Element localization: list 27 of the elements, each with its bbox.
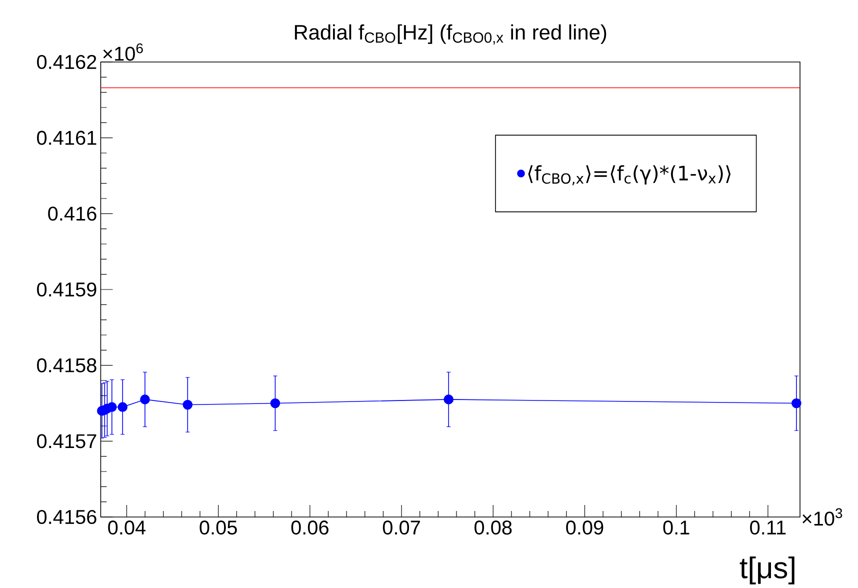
point	[792, 398, 802, 408]
x-axis-title: t[μs]	[740, 556, 794, 585]
y-tick-label: 0.4158	[37, 358, 96, 373]
x-tick-label: 0.09	[566, 520, 604, 535]
x-tick-label: 0.1	[663, 520, 690, 535]
point	[140, 394, 150, 405]
legend-label: ⟨f$_{CBO,x}$⟩=⟨f$_{c}$(γ)*(1-ν$_{x}$)⟩	[528, 165, 731, 186]
x-tick-label: 0.04	[108, 520, 146, 535]
y-tick-label: 0.4162	[37, 55, 96, 70]
point	[118, 402, 128, 412]
y-tick-label: 0.4159	[37, 282, 96, 297]
x-tick-label: 0.05	[200, 520, 237, 535]
chart-title: Radial f$_{CBO}$[Hz] (f$_{CBO0,x}$ in red line)	[294, 24, 606, 45]
x-tick-label: 0.08	[474, 520, 512, 535]
y-tick-label: 0.4157	[37, 434, 96, 448]
point	[182, 400, 193, 410]
x-tick-label: 0.07	[382, 520, 420, 535]
point	[444, 394, 454, 405]
text: ×10$^{6}$	[103, 44, 143, 61]
x-tick-label: 0.06	[291, 520, 328, 535]
y-tick-label: 0.4156	[37, 510, 96, 524]
y-tick-label: 0.4161	[37, 130, 96, 146]
x-tick-label: 0.11	[750, 520, 786, 535]
point	[106, 402, 117, 412]
point	[270, 398, 280, 408]
text: ×10$^{3}$	[802, 508, 842, 526]
y-tick-label: 0.416	[48, 206, 96, 221]
